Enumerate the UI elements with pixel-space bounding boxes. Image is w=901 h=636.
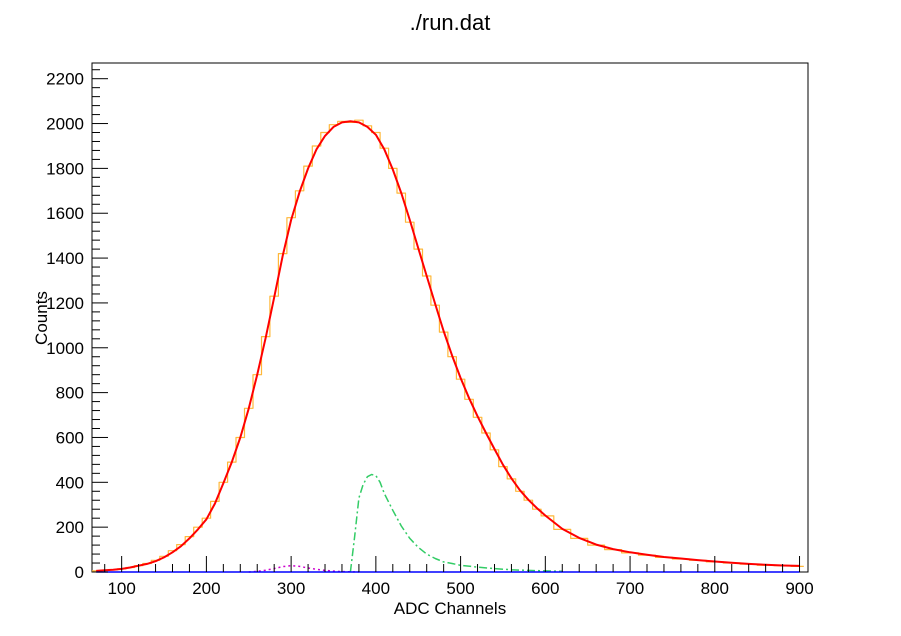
y-tick-label: 800 bbox=[56, 384, 84, 403]
y-tick-label: 0 bbox=[75, 563, 84, 582]
series-line-total-fit bbox=[96, 120, 800, 572]
y-tick-label: 1400 bbox=[46, 249, 84, 268]
y-tick-label: 600 bbox=[56, 428, 84, 447]
plot-frame bbox=[91, 62, 809, 573]
x-tick-label: 700 bbox=[616, 579, 644, 598]
chart-title: ./run.dat bbox=[410, 10, 491, 35]
series-line-component-low bbox=[248, 564, 359, 573]
y-tick-label: 1800 bbox=[46, 159, 84, 178]
series-layer bbox=[92, 119, 804, 573]
y-tick-label: 400 bbox=[56, 473, 84, 492]
series-line-component-peak bbox=[349, 473, 563, 573]
x-tick-label: 600 bbox=[531, 579, 559, 598]
x-axis-title: ADC Channels bbox=[394, 599, 506, 618]
y-axis-title: Counts bbox=[32, 291, 51, 345]
x-tick-label: 500 bbox=[446, 579, 474, 598]
y-tick-label: 1600 bbox=[46, 204, 84, 223]
x-tick-label: 200 bbox=[192, 579, 220, 598]
x-tick-label: 800 bbox=[701, 579, 729, 598]
x-tick-label: 100 bbox=[107, 579, 135, 598]
axis-layer: 0 200 400 600 800 1000 1200 1400 1600 1800 2000 220… bbox=[46, 69, 814, 598]
x-tick-label: 900 bbox=[785, 579, 813, 598]
y-tick-label: 1000 bbox=[46, 339, 84, 358]
y-tick-label: 200 bbox=[56, 518, 84, 537]
x-tick-label: 300 bbox=[277, 579, 305, 598]
y-tick-label: 2000 bbox=[46, 115, 84, 134]
y-tick-label: 2200 bbox=[46, 70, 84, 89]
y-tick-label: 1200 bbox=[46, 294, 84, 313]
x-tick-label: 400 bbox=[362, 579, 390, 598]
